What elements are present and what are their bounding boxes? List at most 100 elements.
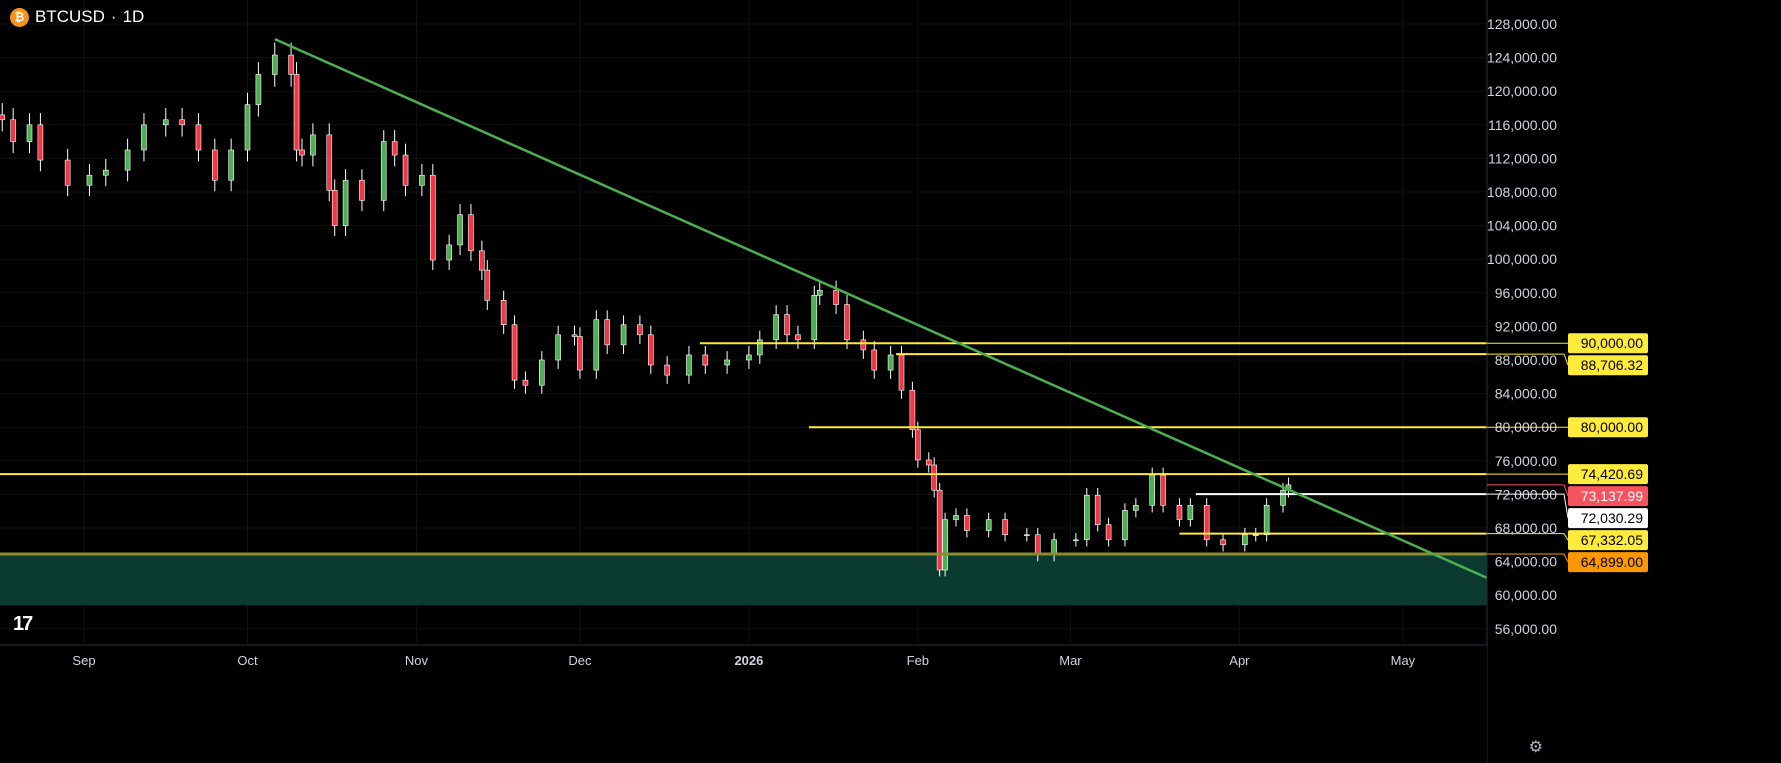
candle (1160, 474, 1166, 506)
candle (380, 141, 387, 201)
gear-icon[interactable]: ⚙ (1528, 739, 1543, 756)
label-connector (1487, 484, 1569, 497)
candle (468, 214, 474, 252)
symbol-name: BTCUSD (35, 7, 105, 26)
price-tick-label: 124,000.00 (1487, 50, 1557, 66)
candle (500, 300, 507, 326)
candle (555, 334, 561, 361)
level-price-label-bg (1568, 508, 1648, 529)
level-price-label: 67,332.05 (1581, 532, 1643, 548)
candle (244, 104, 251, 151)
candle (1002, 519, 1008, 536)
candle (511, 324, 518, 381)
separator: · (110, 7, 117, 26)
price-axis (1487, 0, 1781, 763)
time-tick-label: Sep (72, 653, 95, 668)
candle (228, 149, 234, 181)
candle (64, 159, 71, 186)
time-tick-label: 2026 (734, 653, 763, 668)
candle (331, 190, 338, 226)
level-price-label: 90,000.00 (1581, 335, 1643, 351)
price-tick-label: 96,000.00 (1495, 285, 1557, 301)
candle (429, 174, 436, 261)
candle (179, 119, 185, 126)
symbol-header[interactable]: ₿ BTCUSD · 1D (10, 7, 144, 27)
candle (686, 354, 692, 376)
candle (1252, 534, 1259, 537)
candle (1220, 539, 1226, 546)
price-tick-label: 60,000.00 (1495, 587, 1557, 603)
trendline (274, 37, 1491, 581)
candle (811, 295, 818, 341)
candle (391, 141, 398, 156)
candle (756, 339, 763, 356)
tradingview-logo[interactable]: 17 (13, 613, 33, 635)
candle (1034, 534, 1041, 556)
price-tick-label: 76,000.00 (1495, 453, 1557, 469)
time-tick-label: Nov (405, 653, 429, 668)
price-tick-label: 64,000.00 (1495, 554, 1557, 570)
candle (1084, 494, 1090, 541)
candle (162, 119, 169, 126)
candle (985, 519, 992, 531)
level-price-label: 88,706.32 (1581, 357, 1643, 373)
candle (402, 154, 409, 186)
current-price-label-bg (1568, 486, 1648, 507)
level-price-label-bg (1568, 417, 1648, 438)
candle (898, 354, 905, 391)
candle (647, 334, 654, 366)
price-tick-label: 120,000.00 (1487, 83, 1557, 99)
candle (887, 354, 894, 371)
candle (577, 336, 583, 371)
level-price-label-bg (1568, 552, 1648, 573)
candle (773, 314, 779, 341)
candle (484, 269, 491, 301)
candle (844, 304, 850, 341)
candle (942, 519, 948, 571)
candle (271, 54, 278, 75)
time-tick-label: Dec (568, 653, 592, 668)
candle (909, 389, 916, 431)
price-tick-label: 68,000.00 (1495, 520, 1557, 536)
candle (212, 149, 218, 181)
current-price-label: 73,137.99 (1581, 488, 1643, 504)
candle (1024, 534, 1030, 537)
candle (915, 429, 921, 461)
candle (446, 244, 452, 261)
candle (1133, 505, 1139, 511)
candle (1203, 505, 1210, 541)
candle (604, 319, 611, 346)
candle (124, 149, 131, 171)
candle (816, 289, 823, 296)
price-tick-label: 88,000.00 (1495, 352, 1557, 368)
candle (833, 289, 839, 305)
candle (419, 174, 425, 186)
candle (141, 124, 147, 151)
time-tick-label: May (1391, 653, 1416, 668)
price-tick-label: 128,000.00 (1487, 16, 1557, 32)
candle (1176, 505, 1183, 520)
level-price-label-bg (1568, 355, 1648, 376)
candle (195, 124, 202, 151)
candle (936, 489, 943, 571)
candle (746, 354, 752, 361)
candle (326, 134, 333, 191)
time-tick-label: Mar (1059, 653, 1082, 668)
time-axis (0, 645, 1487, 763)
interval[interactable]: 1D (122, 7, 145, 26)
price-tick-label: 116,000.00 (1488, 117, 1557, 133)
candle (0, 114, 6, 121)
candle (724, 359, 730, 366)
candle (103, 169, 109, 176)
candle (702, 354, 709, 366)
level-price-label: 72,030.29 (1581, 510, 1643, 526)
candle (538, 359, 545, 386)
time-tick-label: Apr (1229, 653, 1250, 668)
time-tick-label: Oct (237, 653, 258, 668)
candle (457, 214, 463, 246)
candle (1242, 534, 1248, 546)
candle (299, 149, 305, 156)
candle (37, 124, 44, 161)
level-price-label-bg (1568, 464, 1648, 485)
